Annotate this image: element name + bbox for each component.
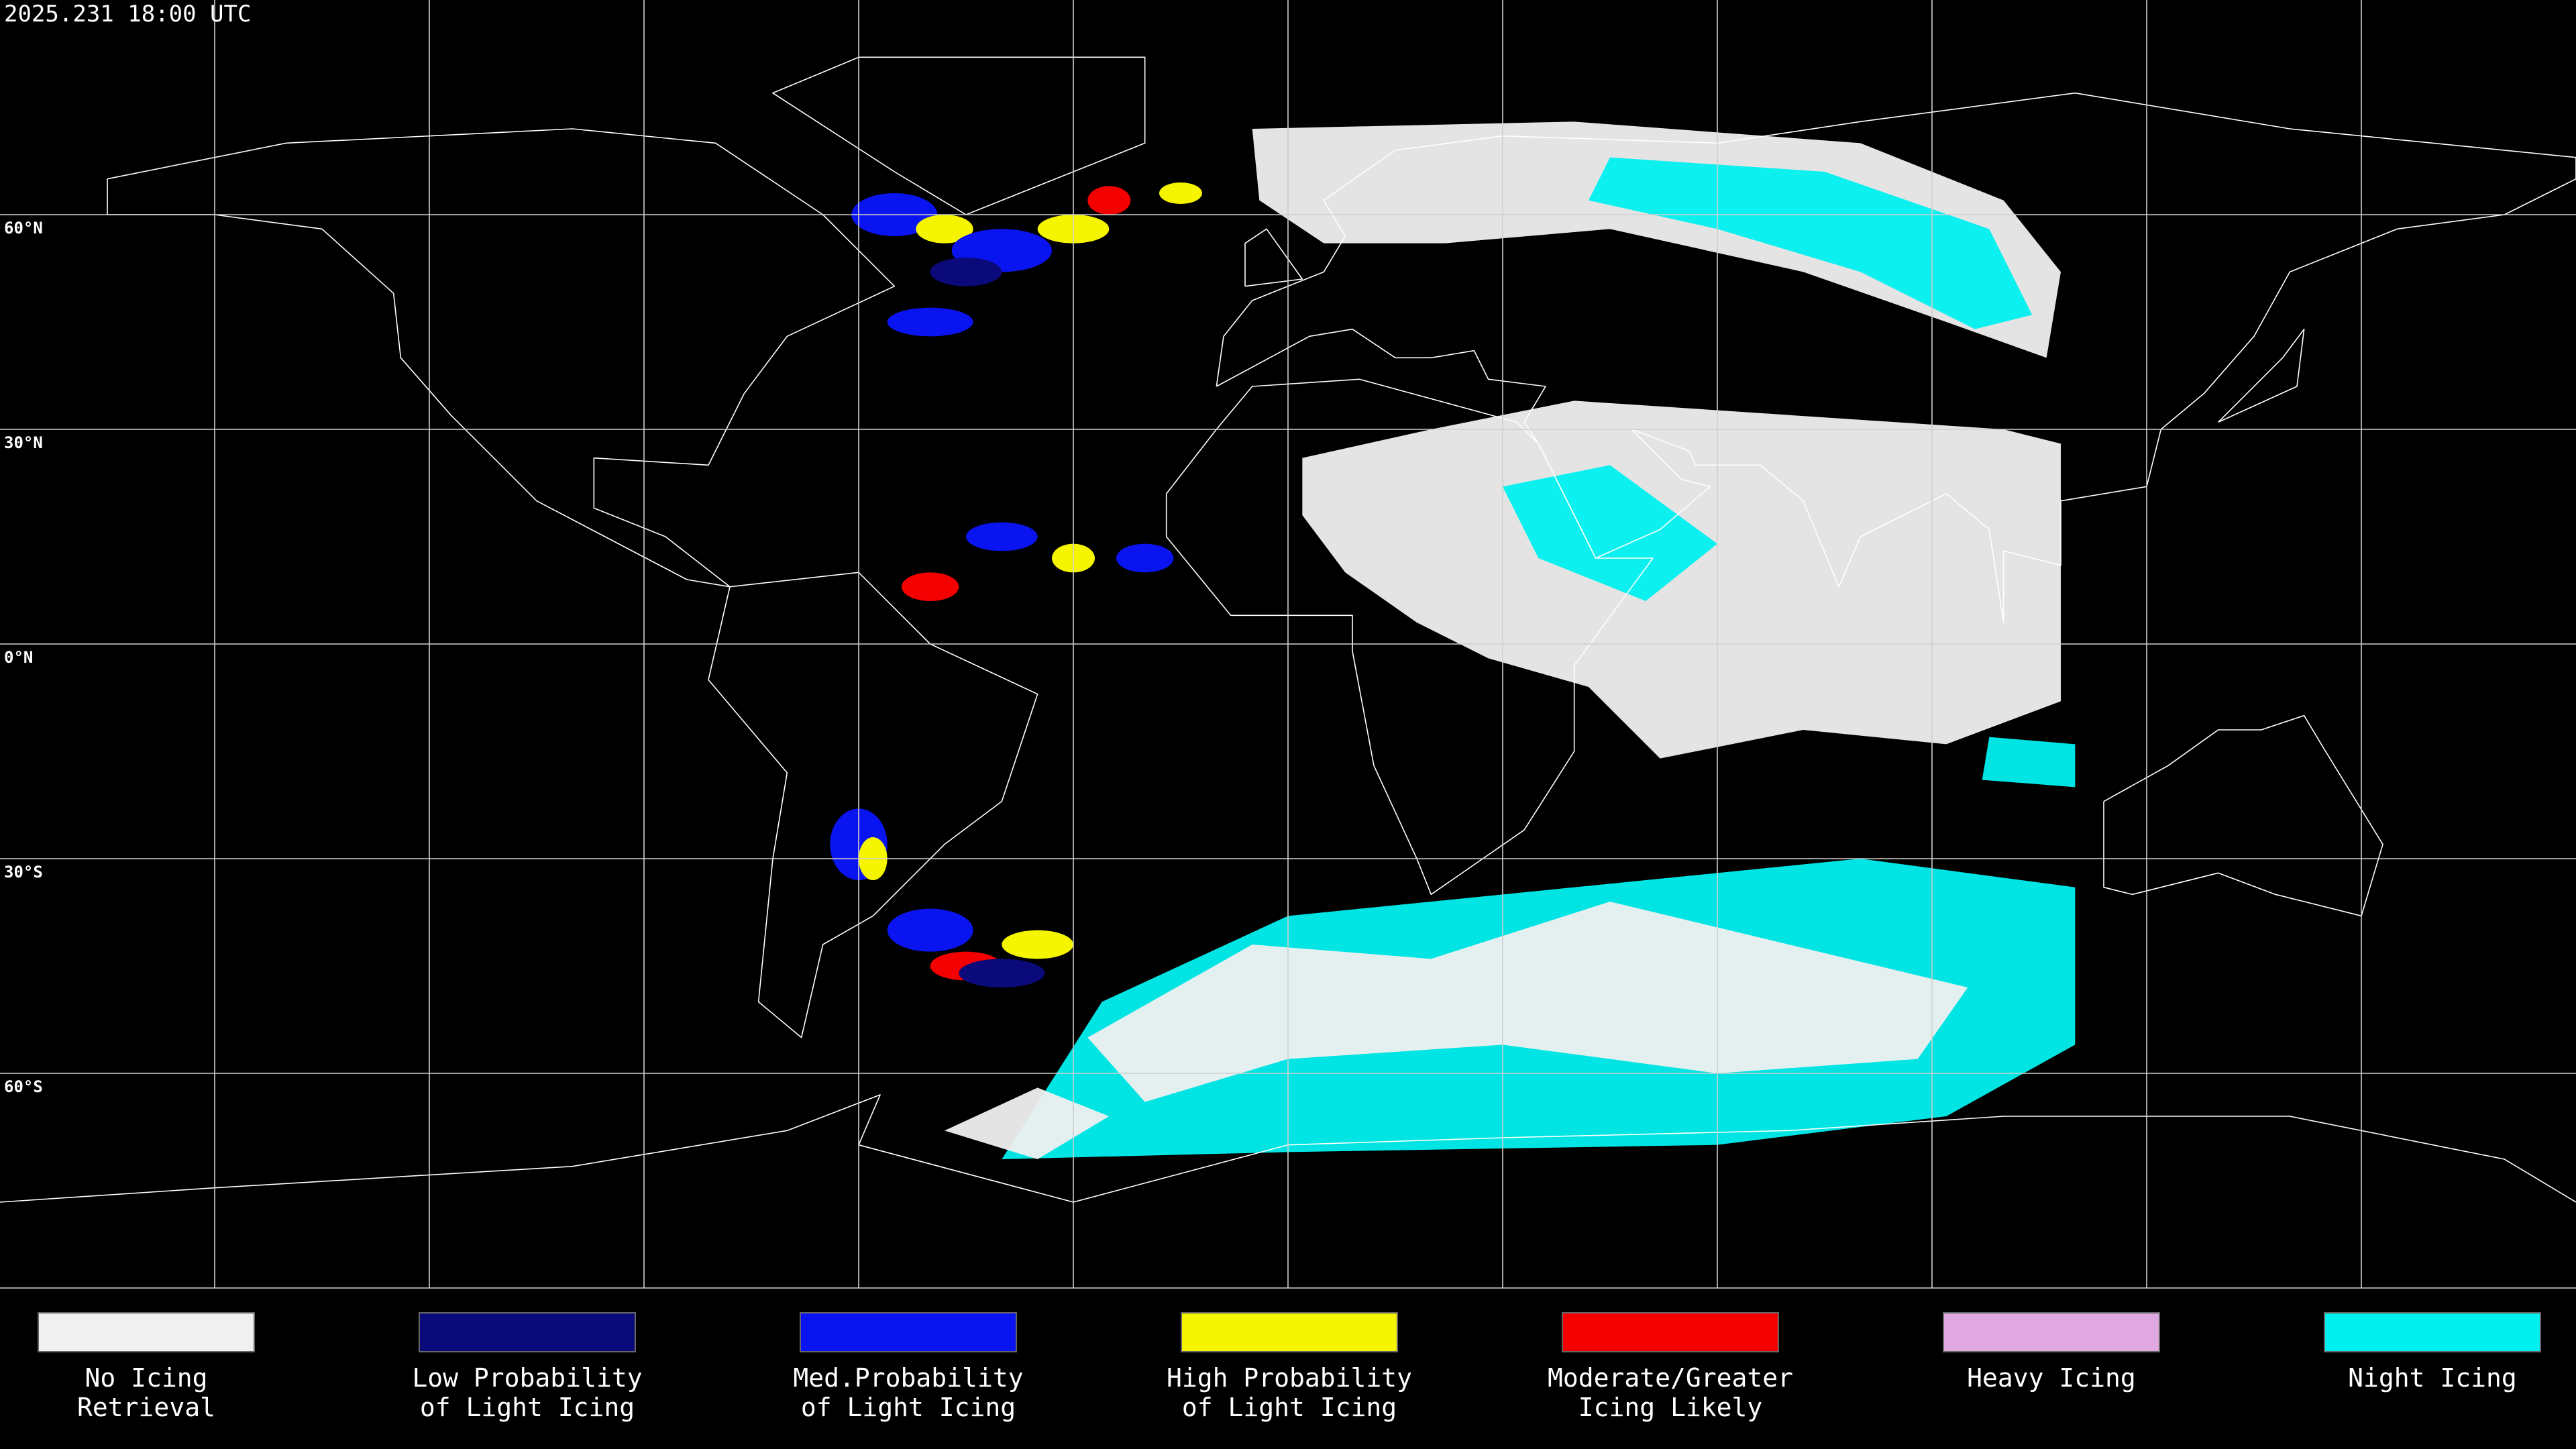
graticule [0,0,2576,1289]
icing-patch [959,959,1045,988]
imagery-region [1503,465,1718,602]
legend-label: Heavy Icing [1967,1363,2136,1393]
latitude-label: 60°S [4,1077,43,1096]
imagery-region [1589,157,2033,329]
legend-label: Retrieval [77,1393,215,1422]
imagery-region [1087,902,1968,1102]
legend-label: Night Icing [2348,1363,2517,1393]
coastline [107,129,894,587]
legend-label: No Icing [85,1363,207,1393]
latitude-label: 30°S [4,863,43,881]
latitude-label: 30°N [4,433,43,452]
legend-label: of Light Icing [801,1393,1016,1422]
icing-patch [966,522,1038,551]
imagery-region [1982,737,2076,788]
coastline [708,572,1038,1037]
legend-swatch [38,1312,255,1352]
latitude-label: 0°N [4,648,33,667]
map-layers [0,57,2576,1202]
legend-label: of Light Icing [420,1393,635,1422]
imagery-region [1252,121,2061,358]
icing-patch [930,258,1002,286]
icing-patch [916,215,973,244]
icing-patch [1087,186,1131,215]
coastline [0,1095,2576,1202]
legend-label: Moderate/Greater [1548,1363,1793,1393]
legend-swatch [1181,1312,1398,1352]
timestamp: 2025.231 18:00 UTC [4,1,251,28]
legend-label: Icing Likely [1578,1393,1763,1422]
legend-label: Low Probability [412,1363,642,1393]
coastline [1216,93,2576,623]
legend-label: Med.Probability [793,1363,1023,1393]
legend-swatch [1562,1312,1779,1352]
legend-swatch [800,1312,1017,1352]
legend-label: of Light Icing [1182,1393,1397,1422]
icing-patch [1002,930,1074,959]
coastline [1167,379,1653,894]
legend-label: High Probability [1167,1363,1412,1393]
icing-patch [1116,543,1174,573]
latitude-labels: 60°N 30°N 0°N 30°S 60°S [4,219,43,1096]
latitude-label: 60°N [4,219,43,237]
coastline [1245,229,1302,286]
coastline [2104,716,2383,916]
icing-patch [887,908,973,952]
imagery-region [945,1087,1110,1160]
icing-patch [902,572,959,602]
icing-patch [1159,182,1203,205]
icing-patch [887,307,973,337]
legend-swatch [2324,1312,2541,1352]
legend-swatch [1943,1312,2160,1352]
imagery-region [1302,400,2061,759]
coastline [2218,329,2304,423]
legend-swatch [419,1312,636,1352]
